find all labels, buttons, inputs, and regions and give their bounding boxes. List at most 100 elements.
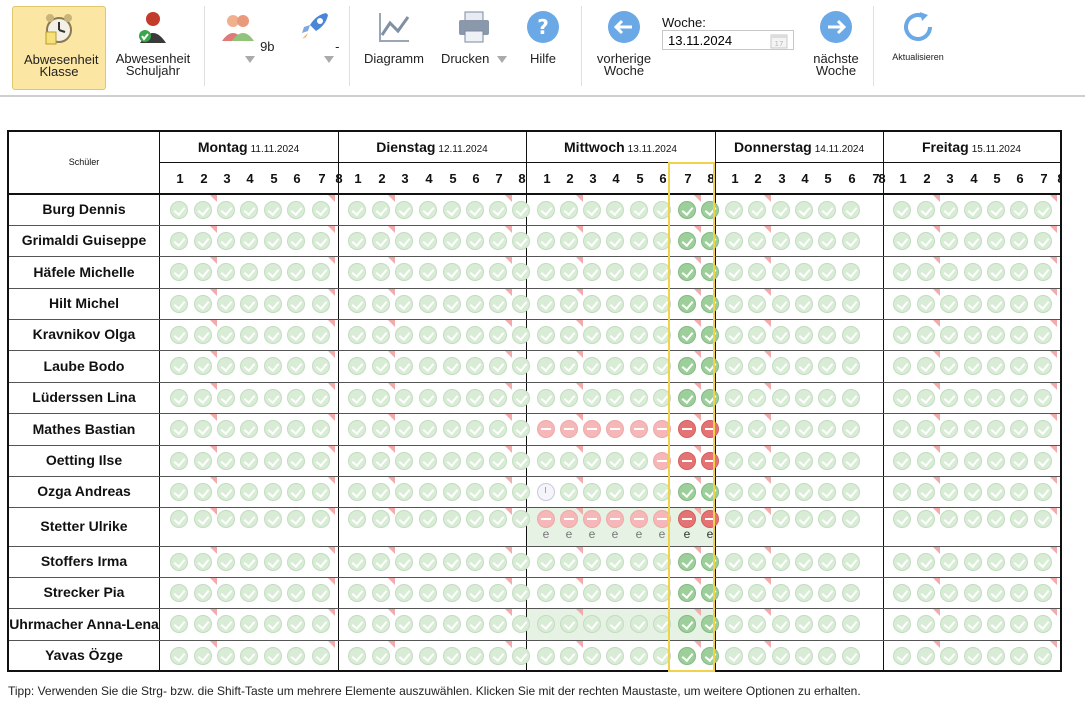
present-status-icon[interactable] <box>678 357 696 375</box>
present-status-icon[interactable] <box>678 615 696 633</box>
present-status-icon[interactable] <box>964 452 982 470</box>
present-status-icon[interactable] <box>795 420 813 438</box>
present-status-icon[interactable] <box>1034 584 1052 602</box>
present-status-icon[interactable] <box>630 201 648 219</box>
present-status-icon[interactable] <box>748 263 766 281</box>
present-status-icon[interactable] <box>466 615 484 633</box>
present-status-icon[interactable] <box>748 326 766 344</box>
period-header[interactable]: 4 <box>246 171 254 186</box>
present-status-icon[interactable] <box>795 510 813 528</box>
present-status-icon[interactable] <box>630 357 648 375</box>
present-status-icon[interactable] <box>489 584 507 602</box>
present-status-icon[interactable] <box>170 510 188 528</box>
present-status-icon[interactable] <box>264 326 282 344</box>
present-status-icon[interactable] <box>583 647 601 665</box>
present-status-icon[interactable] <box>653 584 671 602</box>
present-status-icon[interactable] <box>630 452 648 470</box>
present-status-icon[interactable] <box>395 263 413 281</box>
present-status-icon[interactable] <box>512 201 530 219</box>
period-header[interactable]: 5 <box>270 171 278 186</box>
period-header[interactable]: 1 <box>354 171 362 186</box>
present-status-icon[interactable] <box>818 615 836 633</box>
present-status-icon[interactable] <box>348 232 366 250</box>
present-status-icon[interactable] <box>893 389 911 407</box>
present-status-icon[interactable] <box>419 326 437 344</box>
present-status-icon[interactable] <box>583 452 601 470</box>
present-status-icon[interactable] <box>372 420 390 438</box>
present-status-icon[interactable] <box>512 647 530 665</box>
absent-status-icon[interactable] <box>630 510 648 528</box>
present-status-icon[interactable] <box>630 615 648 633</box>
present-status-icon[interactable] <box>940 483 958 501</box>
present-status-icon[interactable] <box>194 553 212 571</box>
present-status-icon[interactable] <box>987 295 1005 313</box>
present-status-icon[interactable] <box>312 483 330 501</box>
period-header[interactable]: 1 <box>176 171 184 186</box>
present-status-icon[interactable] <box>1010 584 1028 602</box>
period-header[interactable]: 7 <box>318 171 326 186</box>
present-status-icon[interactable] <box>842 295 860 313</box>
present-status-icon[interactable] <box>701 647 719 665</box>
present-status-icon[interactable] <box>264 483 282 501</box>
present-status-icon[interactable] <box>466 201 484 219</box>
present-status-icon[interactable] <box>725 263 743 281</box>
present-status-icon[interactable] <box>395 553 413 571</box>
present-status-icon[interactable] <box>630 584 648 602</box>
period-header[interactable]: 5 <box>993 171 1001 186</box>
present-status-icon[interactable] <box>630 647 648 665</box>
present-status-icon[interactable] <box>287 389 305 407</box>
student-name[interactable]: Laube Bodo <box>43 358 125 374</box>
present-status-icon[interactable] <box>240 510 258 528</box>
period-header[interactable]: 5 <box>824 171 832 186</box>
present-status-icon[interactable] <box>560 389 578 407</box>
period-header[interactable]: 6 <box>472 171 480 186</box>
present-status-icon[interactable] <box>348 357 366 375</box>
period-header[interactable]: 3 <box>401 171 409 186</box>
present-status-icon[interactable] <box>893 584 911 602</box>
present-status-icon[interactable] <box>194 647 212 665</box>
present-status-icon[interactable] <box>987 483 1005 501</box>
present-status-icon[interactable] <box>964 357 982 375</box>
present-status-icon[interactable] <box>217 615 235 633</box>
absent-status-icon[interactable] <box>583 420 601 438</box>
present-status-icon[interactable] <box>725 510 743 528</box>
present-status-icon[interactable] <box>512 510 530 528</box>
present-status-icon[interactable] <box>701 326 719 344</box>
present-status-icon[interactable] <box>372 326 390 344</box>
present-status-icon[interactable] <box>653 553 671 571</box>
present-status-icon[interactable] <box>287 201 305 219</box>
student-name[interactable]: Uhrmacher Anna-Lena <box>9 616 159 632</box>
present-status-icon[interactable] <box>287 420 305 438</box>
present-status-icon[interactable] <box>964 389 982 407</box>
present-status-icon[interactable] <box>917 584 935 602</box>
present-status-icon[interactable] <box>264 295 282 313</box>
present-status-icon[interactable] <box>264 510 282 528</box>
present-status-icon[interactable] <box>217 584 235 602</box>
present-status-icon[interactable] <box>240 483 258 501</box>
present-status-icon[interactable] <box>772 326 790 344</box>
present-status-icon[interactable] <box>818 201 836 219</box>
present-status-icon[interactable] <box>653 201 671 219</box>
present-status-icon[interactable] <box>701 483 719 501</box>
present-status-icon[interactable] <box>964 647 982 665</box>
present-status-icon[interactable] <box>748 420 766 438</box>
present-status-icon[interactable] <box>240 201 258 219</box>
present-status-icon[interactable] <box>583 357 601 375</box>
present-status-icon[interactable] <box>964 615 982 633</box>
present-status-icon[interactable] <box>772 232 790 250</box>
absent-status-icon[interactable] <box>630 420 648 438</box>
present-status-icon[interactable] <box>287 483 305 501</box>
present-status-icon[interactable] <box>466 420 484 438</box>
period-header[interactable]: 6 <box>848 171 856 186</box>
present-status-icon[interactable] <box>419 357 437 375</box>
present-status-icon[interactable] <box>264 553 282 571</box>
present-status-icon[interactable] <box>917 452 935 470</box>
present-status-icon[interactable] <box>419 615 437 633</box>
present-status-icon[interactable] <box>748 357 766 375</box>
present-status-icon[interactable] <box>940 584 958 602</box>
present-status-icon[interactable] <box>964 263 982 281</box>
present-status-icon[interactable] <box>1034 201 1052 219</box>
present-status-icon[interactable] <box>489 389 507 407</box>
present-status-icon[interactable] <box>466 389 484 407</box>
period-header[interactable]: 7 <box>495 171 503 186</box>
